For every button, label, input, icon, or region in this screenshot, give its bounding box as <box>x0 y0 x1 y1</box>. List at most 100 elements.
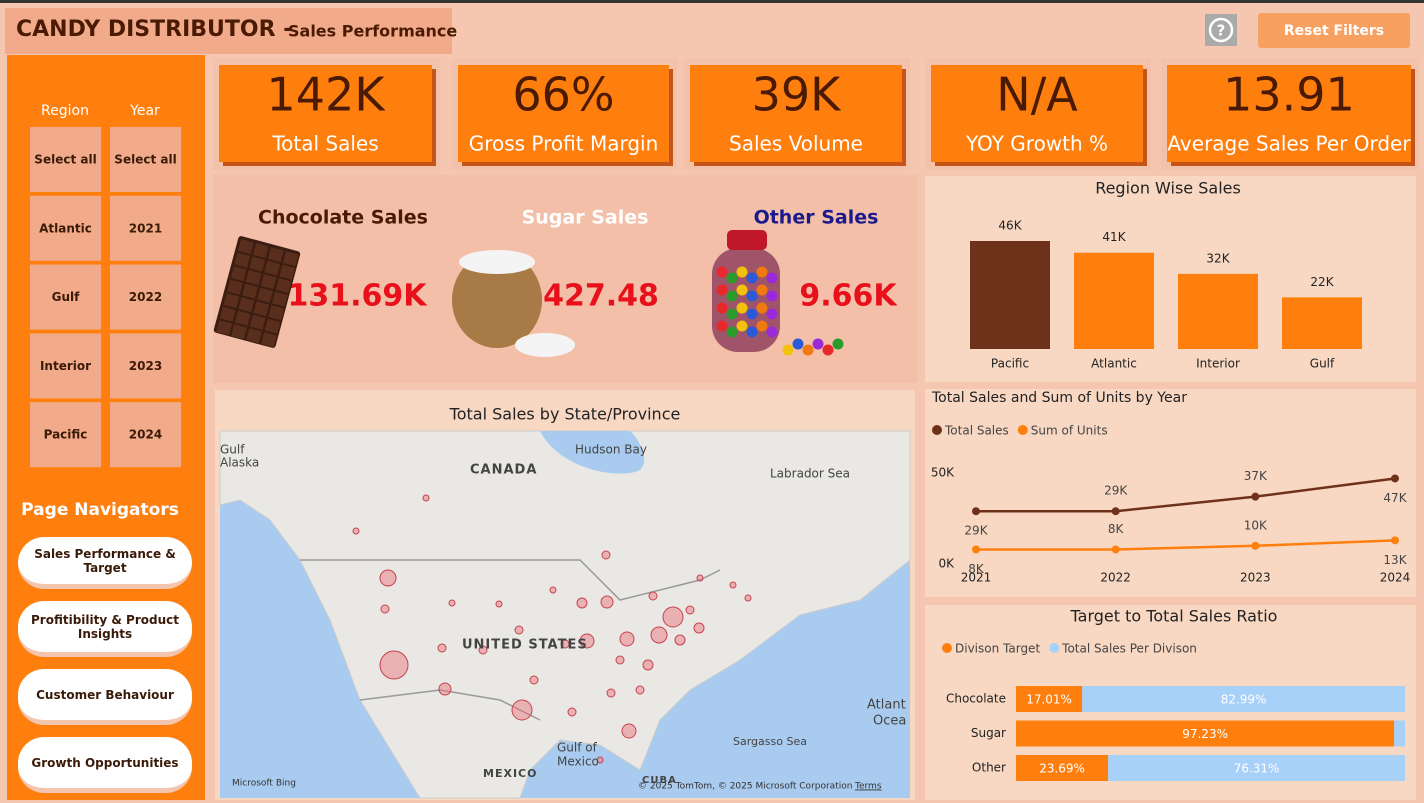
slicer-item[interactable] <box>110 402 181 468</box>
point-label: 47K <box>1383 491 1407 505</box>
map-bubble <box>693 622 705 634</box>
bar <box>1178 273 1258 349</box>
nav-button[interactable]: Profitibility & Product Insights <box>18 601 192 657</box>
map-bubble <box>352 527 360 535</box>
slicer-label: 2022 <box>129 290 162 304</box>
chocolate-piece <box>234 310 251 326</box>
candy <box>736 284 748 296</box>
bar-value-label: 97.23% <box>1182 727 1228 741</box>
candy <box>746 308 758 320</box>
candy <box>716 302 728 314</box>
chocolate-piece <box>238 239 254 255</box>
slicer-item[interactable] <box>30 333 101 399</box>
x-tick-label: Pacific <box>991 357 1029 371</box>
map-bubble <box>422 494 430 502</box>
point-label: 10K <box>1244 518 1268 532</box>
bar-segment <box>1394 720 1405 747</box>
y-tick-label: 0K <box>938 557 955 571</box>
map-border <box>300 559 721 601</box>
candy <box>756 320 768 332</box>
candy <box>716 284 728 296</box>
point-label: 29K <box>964 524 988 538</box>
nav-button[interactable]: Customer Behaviour <box>18 669 192 725</box>
chocolate-piece <box>282 251 299 267</box>
point <box>1251 541 1260 550</box>
point <box>1391 474 1399 483</box>
map-bubble <box>648 591 658 601</box>
point <box>1251 492 1260 501</box>
slicer-item[interactable] <box>30 127 101 192</box>
legend-label: Total Sales Per Divison <box>1061 642 1197 656</box>
chocolate-piece <box>257 287 273 303</box>
slicer-item[interactable] <box>30 195 101 261</box>
map-border <box>359 689 541 721</box>
map-bubble <box>685 605 695 615</box>
slicer-item[interactable] <box>110 264 181 330</box>
chocolate-piece <box>242 283 258 299</box>
map-title: Total Sales by State/Province <box>449 405 681 424</box>
slicer-item[interactable] <box>110 195 181 261</box>
candy <box>782 344 794 356</box>
x-tick-label: Interior <box>1196 357 1240 371</box>
nav-button[interactable]: Growth Opportunities <box>18 737 192 793</box>
candy <box>746 290 758 302</box>
bar-value-label: 22K <box>1310 275 1334 289</box>
y-tick-label: Sugar <box>971 726 1006 740</box>
y-tick-label: 50K <box>931 466 955 480</box>
slicer-item[interactable] <box>30 402 101 468</box>
candy <box>736 266 748 278</box>
chocolate-piece <box>249 256 266 272</box>
candy <box>812 338 824 350</box>
map-label: Gulf <box>220 443 245 457</box>
slicer-label: Atlantic <box>39 221 92 235</box>
candy <box>766 272 778 284</box>
kpi-label: Gross Profit Margin <box>469 132 659 156</box>
map-label: Ocea <box>873 714 906 729</box>
map-bubble <box>601 550 611 560</box>
candy <box>756 284 768 296</box>
slicer-item[interactable] <box>110 127 181 192</box>
chocolate-piece <box>253 301 270 317</box>
chocolate-icon <box>213 236 301 348</box>
point-label: 13K <box>1383 553 1407 567</box>
kpi-card <box>219 65 432 162</box>
slicer-item[interactable] <box>110 333 181 399</box>
map-bubble <box>514 625 524 635</box>
nav-button[interactable]: Sales Performance & Target <box>18 537 192 589</box>
kpi-label: Sales Volume <box>729 132 863 156</box>
bar <box>970 241 1050 349</box>
slicer-label: Select all <box>114 153 176 167</box>
x-tick-label: 2022 <box>1100 571 1131 585</box>
x-tick-label: 2021 <box>961 571 992 585</box>
map-label: Gulf of <box>557 741 598 755</box>
x-tick-label: 2024 <box>1380 571 1411 585</box>
map-bubble <box>529 675 539 685</box>
series-line <box>976 539 1396 551</box>
product-name: Chocolate Sales <box>258 207 428 229</box>
bar-value-label: 32K <box>1206 251 1230 265</box>
map-bubble <box>615 655 625 665</box>
bar-segment <box>1108 755 1405 781</box>
map-bubble <box>621 723 637 739</box>
series-line <box>976 477 1396 513</box>
title: CANDY DISTRIBUTOR - <box>16 17 292 42</box>
map-bubble <box>662 606 684 628</box>
legend-marker <box>1049 643 1060 653</box>
reset-button[interactable] <box>1258 13 1410 48</box>
point <box>972 545 980 554</box>
chart-title: Region Wise Sales <box>1095 179 1241 198</box>
bar-segment <box>1016 686 1083 712</box>
help-glyph: ? <box>1217 22 1226 40</box>
sugar-pile <box>515 333 575 357</box>
point-label: 29K <box>1104 484 1128 498</box>
map-bubble <box>448 599 456 607</box>
slicer-item[interactable] <box>30 264 101 330</box>
map-label: UNITED STATES <box>462 638 588 653</box>
reset-label: Reset Filters <box>1284 23 1384 39</box>
legend-marker <box>942 643 952 653</box>
jar-lid <box>727 230 767 250</box>
map-bubble <box>744 594 752 602</box>
map-bubble <box>729 581 737 589</box>
chocolate-piece <box>260 274 277 290</box>
